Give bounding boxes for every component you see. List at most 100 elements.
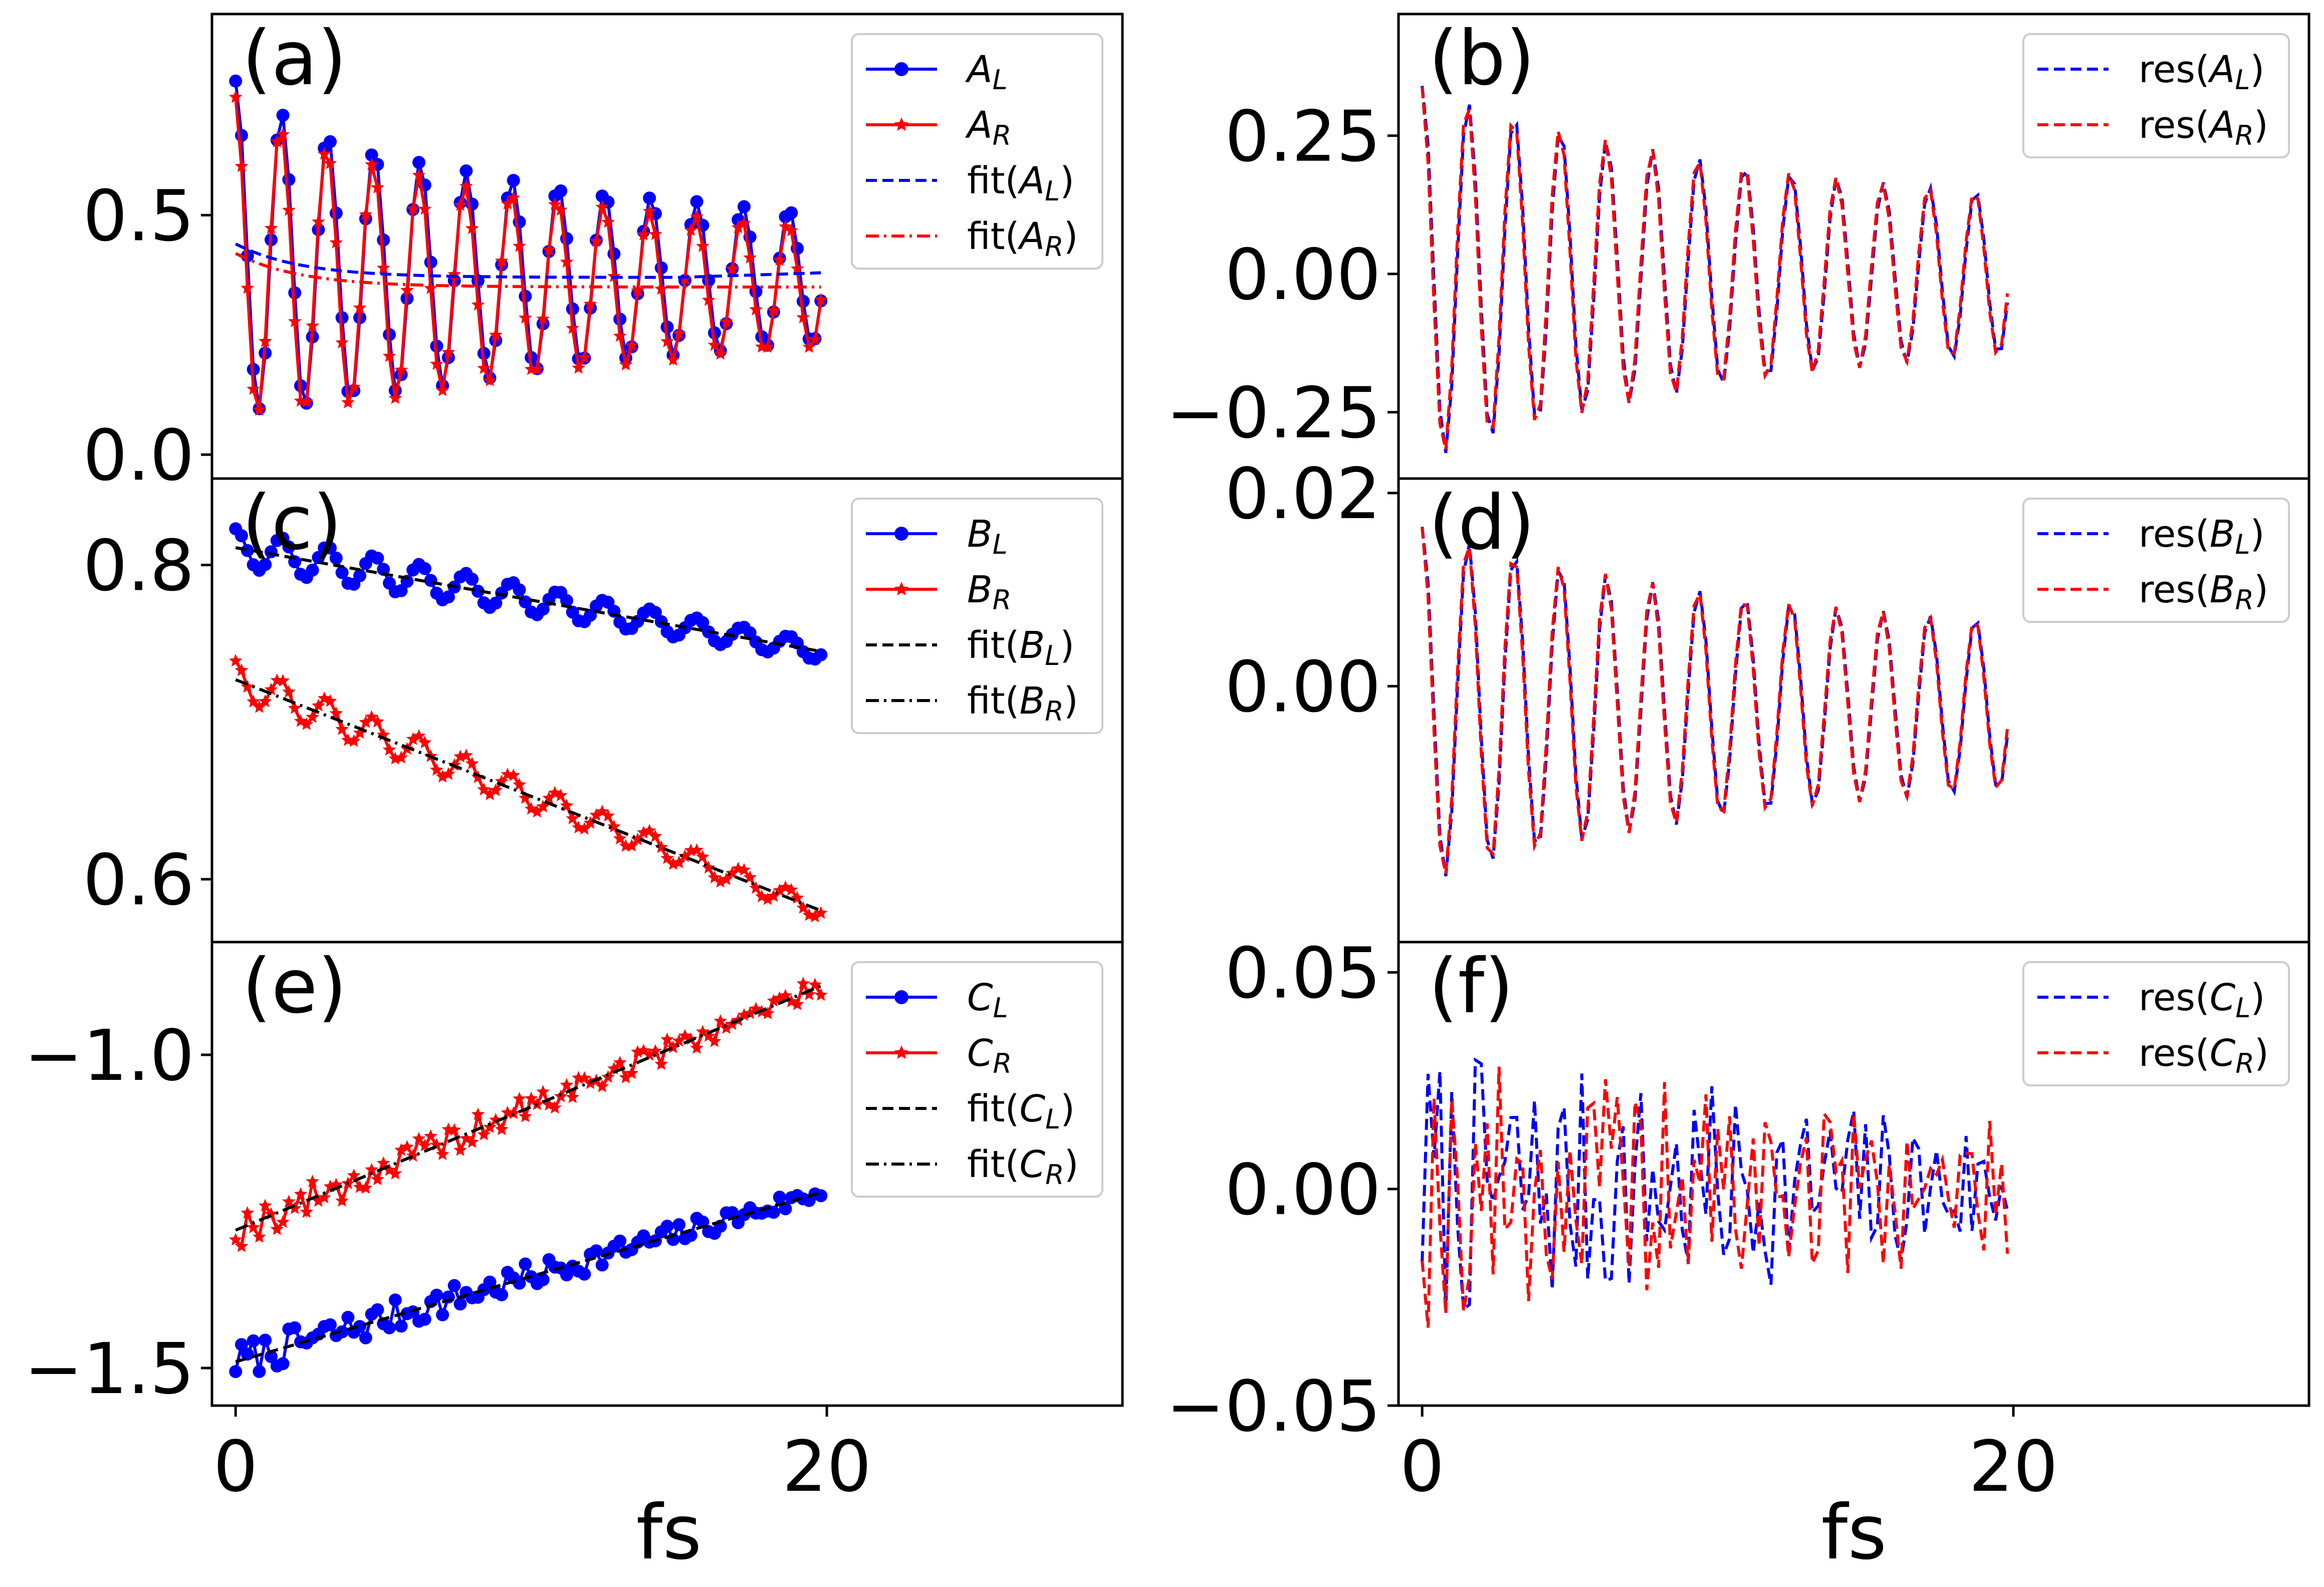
data-point-a-1-75 [672, 326, 686, 339]
data-point-c-1-47 [507, 768, 520, 781]
legend-box-f [2022, 961, 2290, 1086]
data-point-a-1-44 [489, 328, 503, 341]
data-point-a-1-19 [341, 395, 355, 408]
data-point-c-1-57 [566, 811, 579, 824]
data-point-c-1-78 [690, 843, 704, 856]
data-point-c-1-14 [312, 699, 325, 712]
data-point-a-1-45 [495, 254, 509, 267]
data-point-c-0-2 [241, 544, 254, 557]
data-point-e-1-24 [371, 1172, 384, 1186]
data-point-a-1-48 [513, 239, 526, 252]
y-tick-label-b-0: −0.25 [1166, 373, 1381, 455]
data-point-c-1-16 [323, 694, 337, 707]
data-point-e-1-73 [660, 1032, 674, 1045]
data-point-c-1-52 [536, 799, 550, 813]
legend-label-c-2: fit(BL) [967, 624, 1074, 671]
data-point-c-0-17 [329, 551, 343, 565]
series-line-a-3 [235, 252, 821, 289]
data-point-a-1-78 [690, 209, 704, 222]
data-point-e-1-3 [247, 1220, 260, 1234]
data-point-a-1-77 [684, 223, 698, 236]
data-point-e-1-98 [808, 978, 822, 991]
data-point-a-0-33 [424, 256, 437, 269]
data-point-e-1-12 [300, 1205, 314, 1218]
data-point-a-1-85 [731, 220, 745, 234]
data-point-a-1-9 [282, 203, 296, 216]
data-point-a-1-67 [625, 338, 638, 351]
data-point-e-1-97 [802, 987, 816, 1000]
legend-a: AL AR fit(AL) fit(AR) [851, 33, 1103, 270]
data-point-c-0-79 [696, 616, 710, 629]
legend-marker-e-1 [894, 1045, 909, 1059]
data-point-a-0-86 [737, 200, 751, 213]
data-point-a-1-82 [714, 347, 727, 360]
panel-e: −1.5 −1.0 0 20 (e) CL CR fit(CL) fit(CR) [24, 941, 1124, 1508]
data-point-a-1-54 [548, 197, 562, 210]
data-point-e-0-49 [519, 1257, 532, 1271]
legend-label-a-1: AR [965, 104, 1011, 151]
panel-f: −0.05 0.00 0.05 0 20 (f) res(CL) res(CR) [1166, 933, 2310, 1508]
data-point-c-0-1 [235, 529, 248, 543]
data-point-c-1-67 [625, 838, 638, 852]
data-point-a-1-98 [808, 332, 822, 345]
plot-area-a [228, 74, 828, 416]
axes-frame-f [1397, 941, 2310, 1407]
data-point-a-1-14 [312, 214, 325, 228]
data-point-e-1-49 [519, 1109, 532, 1122]
data-point-c-1-70 [642, 824, 656, 837]
legend-label-a-0: AL [965, 48, 1008, 96]
series-line-e-3 [235, 984, 822, 1232]
plot-area-e [228, 977, 828, 1379]
data-point-a-1-80 [702, 293, 716, 306]
data-point-c-1-82 [714, 874, 727, 888]
data-point-a-1-20 [347, 380, 361, 393]
data-point-c-0-32 [418, 562, 431, 575]
data-point-a-0-17 [329, 206, 343, 220]
data-point-a-1-99 [814, 293, 828, 306]
data-point-a-1-6 [264, 221, 278, 234]
data-point-e-1-38 [453, 1143, 467, 1156]
panel-label-b: (b) [1429, 15, 1535, 102]
data-point-e-0-61 [589, 1244, 603, 1258]
legend-label-e-2: fit(CL) [967, 1087, 1075, 1135]
data-point-c-1-90 [761, 892, 775, 905]
data-point-a-1-42 [477, 361, 491, 374]
data-point-e-1-22 [359, 1181, 373, 1194]
series-line-d-1 [1421, 527, 2009, 874]
data-point-c-0-48 [513, 583, 526, 597]
data-point-a-1-92 [773, 253, 786, 266]
data-point-c-0-36 [441, 590, 455, 604]
legend-marker-c-0 [894, 527, 908, 541]
legend-box-b [2022, 33, 2290, 158]
data-point-e-1-96 [796, 977, 810, 990]
data-point-c-0-16 [324, 541, 337, 555]
data-point-c-0-40 [466, 572, 479, 586]
data-point-a-1-39 [459, 179, 473, 192]
data-point-c-1-68 [631, 832, 644, 845]
legend-marker-a-1 [894, 117, 909, 131]
data-point-e-1-82 [714, 1014, 727, 1027]
data-point-a-1-18 [335, 336, 349, 349]
data-point-a-1-2 [241, 281, 255, 294]
data-point-e-1-56 [560, 1078, 574, 1091]
data-point-a-1-97 [802, 340, 816, 353]
data-point-a-1-57 [566, 321, 579, 334]
data-point-e-1-7 [270, 1222, 284, 1235]
data-point-c-1-39 [459, 748, 473, 762]
data-point-c-1-75 [672, 855, 686, 868]
data-point-a-1-70 [642, 204, 656, 217]
data-point-c-1-91 [767, 889, 781, 902]
data-point-a-1-95 [790, 262, 804, 275]
data-point-a-1-29 [400, 283, 414, 296]
data-point-a-1-4 [253, 403, 266, 416]
data-point-e-0-62 [595, 1258, 609, 1272]
data-point-e-0-28 [394, 1319, 408, 1333]
panel-label-a: (a) [242, 15, 347, 102]
data-point-c-1-26 [382, 743, 396, 756]
data-point-c-1-5 [258, 694, 272, 708]
data-point-a-1-96 [796, 310, 810, 324]
data-point-e-1-29 [400, 1140, 414, 1153]
panel-b: −0.25 0.00 0.25 (b) res(AL) res(AR) [1166, 13, 2310, 480]
data-point-a-1-17 [329, 236, 343, 249]
data-point-c-1-88 [749, 881, 763, 894]
